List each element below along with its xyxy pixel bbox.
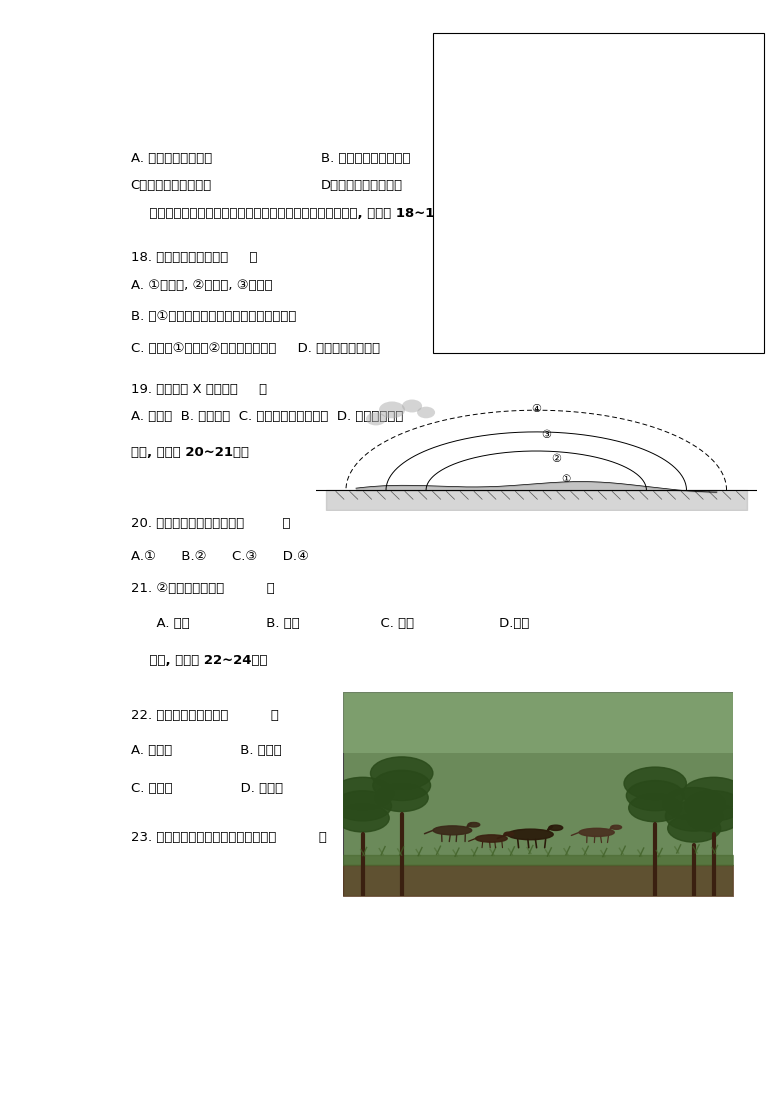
Circle shape xyxy=(366,413,386,426)
Text: A. 河流                  B. 湖泊                   C. 冰川                    D.海洋: A. 河流 B. 湖泊 C. 冰川 D.海洋 xyxy=(131,617,529,630)
Circle shape xyxy=(336,804,389,832)
Text: ①: ① xyxy=(527,71,536,81)
Circle shape xyxy=(375,784,428,812)
Circle shape xyxy=(663,788,725,821)
Text: ③: ③ xyxy=(725,71,735,81)
Text: 读图, 完成第 22~24题。: 读图, 完成第 22~24题。 xyxy=(131,654,268,667)
Text: 18. 下列叙述正确的是（     ）: 18. 下列叙述正确的是（ ） xyxy=(131,250,257,264)
Circle shape xyxy=(379,401,405,418)
Circle shape xyxy=(370,757,433,790)
Text: ④: ④ xyxy=(531,405,541,415)
Text: 23. 这个地质时代哪种生物曾经繁盛（          ）: 23. 这个地质时代哪种生物曾经繁盛（ ） xyxy=(131,831,327,844)
Circle shape xyxy=(685,791,743,821)
Circle shape xyxy=(624,767,686,800)
Bar xyxy=(343,692,733,752)
Text: ②: ② xyxy=(645,71,654,81)
Text: 22. 图示发生的时代是（          ）: 22. 图示发生的时代是（ ） xyxy=(131,709,278,722)
Circle shape xyxy=(332,778,394,810)
Ellipse shape xyxy=(476,835,507,843)
Text: 19. 上图中的 X 处即为（     ）: 19. 上图中的 X 处即为（ ） xyxy=(131,383,267,396)
Circle shape xyxy=(402,399,422,413)
Text: X: X xyxy=(595,71,603,81)
Ellipse shape xyxy=(433,826,472,835)
Circle shape xyxy=(629,794,682,822)
Ellipse shape xyxy=(504,832,514,836)
Ellipse shape xyxy=(611,825,622,829)
Text: 甲: 甲 xyxy=(529,146,535,156)
Circle shape xyxy=(417,407,435,418)
Text: A.①      B.②      C.③      D.④: A.① B.② C.③ D.④ xyxy=(131,549,309,563)
Circle shape xyxy=(668,814,721,843)
Text: C。地幔和地核的界线: C。地幔和地核的界线 xyxy=(131,179,212,192)
Text: 21. ②圈层的主体是（          ）: 21. ②圈层的主体是（ ） xyxy=(131,582,275,595)
Text: A. 莫霍面  B. 古登堡面  C. 岩石圈与软流层交界  D. 内核外核交界: A. 莫霍面 B. 古登堡面 C. 岩石圈与软流层交界 D. 内核外核交界 xyxy=(131,410,403,424)
Circle shape xyxy=(626,781,684,811)
X-axis label: 深度/千米: 深度/千米 xyxy=(601,321,625,330)
Text: ③: ③ xyxy=(541,430,551,440)
Text: A. 元古宙                B. 太古宙: A. 元古宙 B. 太古宙 xyxy=(131,745,282,757)
Text: 20. 图示圈层中最活跃的是（         ）: 20. 图示圈层中最活跃的是（ ） xyxy=(131,516,290,529)
Text: ①: ① xyxy=(562,474,571,484)
Y-axis label: 速度/（千米/秒）: 速度/（千米/秒） xyxy=(444,185,453,226)
Text: 读图, 完成第 20~21题。: 读图, 完成第 20~21题。 xyxy=(131,446,249,459)
Circle shape xyxy=(687,804,740,832)
Text: C. 甲波由①层进入②层波速急剧上升     D. 乙波无法通过地幔: C. 甲波由①层进入②层波速急剧上升 D. 乙波无法通过地幔 xyxy=(131,342,380,354)
Text: 分析地震波波速的变化可以了解地球内部的圈层结构。读图, 完成第 18~19题。: 分析地震波波速的变化可以了解地球内部的圈层结构。读图, 完成第 18~19题。 xyxy=(131,207,459,221)
Text: D。地壳和地核的界线: D。地壳和地核的界线 xyxy=(321,179,403,192)
Circle shape xyxy=(682,778,745,810)
Ellipse shape xyxy=(508,829,553,839)
Circle shape xyxy=(334,791,392,821)
Text: ②: ② xyxy=(551,453,562,463)
Text: B. 在①层中的地震波波速随深度增加而增快: B. 在①层中的地震波波速随深度增加而增快 xyxy=(131,310,296,323)
Text: 乙: 乙 xyxy=(529,203,535,213)
Ellipse shape xyxy=(549,825,562,831)
Ellipse shape xyxy=(468,823,480,827)
Circle shape xyxy=(373,770,431,801)
Circle shape xyxy=(665,801,723,832)
Text: B. 地壳和软流层的界线: B. 地壳和软流层的界线 xyxy=(321,152,410,165)
Text: A. ①是地壳, ②是地幔, ③是地核: A. ①是地壳, ②是地幔, ③是地核 xyxy=(131,279,272,291)
Text: C. 太古代                D. 中生代: C. 太古代 D. 中生代 xyxy=(131,782,283,795)
Ellipse shape xyxy=(580,828,615,836)
Text: A. 地壳和地幔的界线: A. 地壳和地幔的界线 xyxy=(131,152,212,165)
